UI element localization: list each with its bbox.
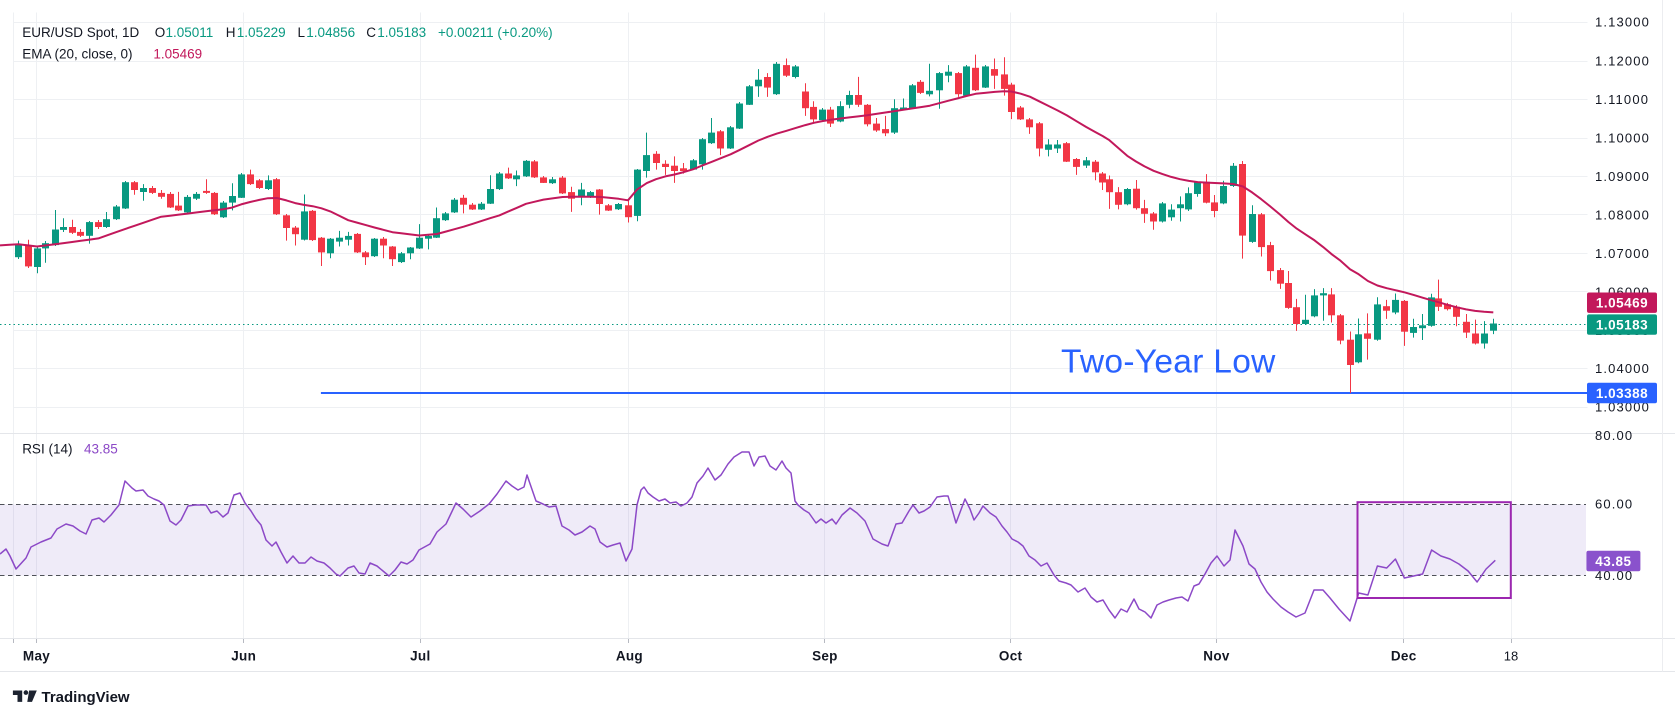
svg-text:1.09000: 1.09000 [1595, 169, 1650, 184]
svg-text:43.85: 43.85 [84, 442, 118, 457]
svg-text:1.05469: 1.05469 [1596, 296, 1648, 311]
svg-text:1.04000: 1.04000 [1595, 361, 1650, 376]
svg-text:May: May [23, 649, 50, 664]
svg-text:1.03388: 1.03388 [1596, 386, 1648, 401]
svg-text:Sep: Sep [812, 649, 838, 664]
svg-text:O: O [155, 25, 166, 40]
svg-text:1.08000: 1.08000 [1595, 207, 1650, 222]
svg-text:43.85: 43.85 [1595, 554, 1631, 569]
svg-text:Jul: Jul [410, 649, 430, 664]
svg-text:1.05011: 1.05011 [166, 25, 214, 40]
svg-text:1.12000: 1.12000 [1595, 54, 1650, 69]
svg-text:1.05469: 1.05469 [153, 47, 202, 62]
svg-text:1.03000: 1.03000 [1595, 400, 1650, 415]
svg-text:60.00: 60.00 [1595, 497, 1633, 512]
svg-text:18: 18 [1504, 649, 1518, 664]
svg-text:80.00: 80.00 [1595, 428, 1633, 443]
svg-text:L: L [298, 25, 306, 40]
svg-text:RSI (14): RSI (14) [22, 442, 72, 457]
svg-text:1.05183: 1.05183 [377, 25, 426, 40]
svg-text:1.11000: 1.11000 [1595, 92, 1649, 107]
svg-text:40.00: 40.00 [1595, 568, 1633, 583]
svg-text:1.04856: 1.04856 [306, 25, 355, 40]
svg-text:1.13000: 1.13000 [1595, 15, 1650, 30]
svg-text:Nov: Nov [1203, 649, 1230, 664]
svg-text:Two-Year Low: Two-Year Low [1061, 343, 1276, 380]
svg-text:EUR/USD Spot, 1D: EUR/USD Spot, 1D [22, 25, 139, 40]
svg-text:TradingView: TradingView [42, 689, 130, 706]
svg-text:Jun: Jun [231, 649, 256, 664]
svg-text:1.10000: 1.10000 [1595, 131, 1650, 146]
svg-text:EMA (20, close, 0): EMA (20, close, 0) [22, 47, 132, 62]
svg-text:1.07000: 1.07000 [1595, 246, 1650, 261]
svg-text:Oct: Oct [999, 649, 1023, 664]
svg-text:1.05183: 1.05183 [1596, 317, 1648, 332]
svg-text:C: C [366, 25, 376, 40]
svg-text:Dec: Dec [1391, 649, 1417, 664]
svg-text:H: H [226, 25, 236, 40]
svg-text:Aug: Aug [616, 649, 643, 664]
svg-text:+0.00211 (+0.20%): +0.00211 (+0.20%) [438, 25, 553, 40]
svg-text:1.05229: 1.05229 [237, 25, 286, 40]
